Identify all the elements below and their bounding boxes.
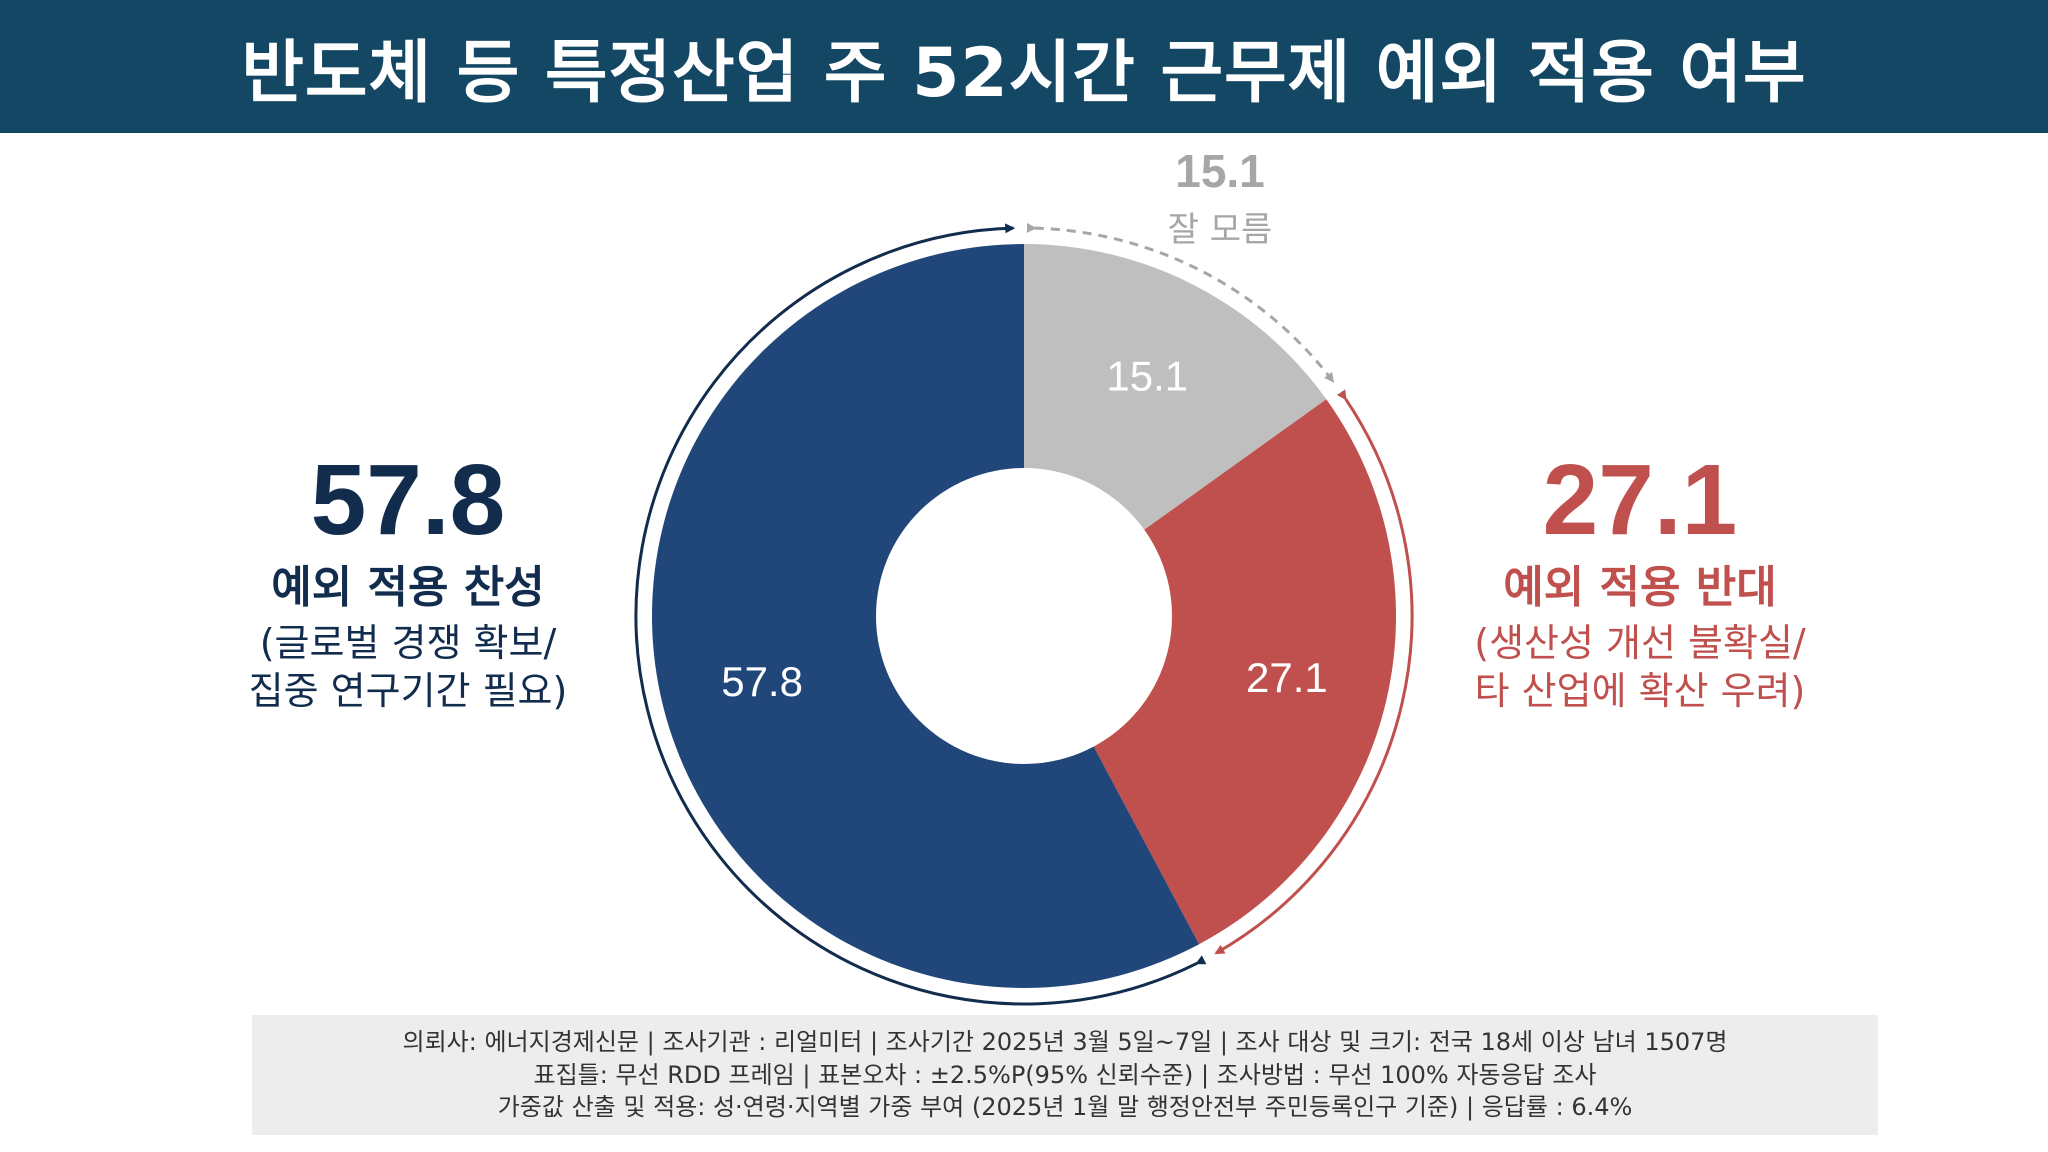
slice-label-oppose: 27.1 [1246,654,1328,701]
unknown-value: 15.1 [1175,145,1265,197]
oppose-label: 예외 적용 반대 [1503,562,1777,613]
survey-info-footer: 의뢰사: 에너지경제신문 | 조사기관 : 리얼미터 | 조사기간 2025년 … [252,1015,1878,1135]
oppose-reason-line2: 타 산업에 확산 우려) [1474,669,1806,714]
oppose-callout: 27.1 예외 적용 반대 (생산성 개선 불확실/ 타 산업에 확산 우려) [1440,450,1840,716]
favor-callout: 57.8 예외 적용 찬성 (글로벌 경쟁 확보/ 집중 연구기간 필요) [228,450,588,716]
oppose-value: 27.1 [1542,444,1738,556]
oppose-reason-line1: (생산성 개선 불확실/ [1474,620,1806,665]
footer-line1: 의뢰사: 에너지경제신문 | 조사기관 : 리얼미터 | 조사기간 2025년 … [402,1028,1728,1057]
favor-label: 예외 적용 찬성 [271,562,545,613]
slice-label-unknown: 15.1 [1106,352,1188,399]
favor-reason-line2: 집중 연구기간 필요) [248,669,568,714]
favor-reason-line1: (글로벌 경쟁 확보/ [259,620,557,665]
unknown-label: 잘 모름 [1167,210,1273,250]
footer-line2: 표집틀: 무선 RDD 프레임 | 표본오차 : ±2.5%P(95% 신뢰수준… [533,1060,1597,1089]
favor-value: 57.8 [310,444,506,556]
favor-arc-arrow [634,223,1207,1006]
page-title: 반도체 등 특정산업 주 52시간 근무제 예외 적용 여부 [241,34,1807,113]
oppose-arc-arrow [1214,389,1414,955]
unknown-callout: 15.1 잘 모름 [1100,148,1340,251]
footer-line3: 가중값 산출 및 적용: 성·연령·지역별 가중 부여 (2025년 1월 말 … [497,1093,1633,1122]
slice-label-favor: 57.8 [721,658,803,705]
donut-hole [876,468,1172,764]
title-bar: 반도체 등 특정산업 주 52시간 근무제 예외 적용 여부 [0,0,2048,133]
